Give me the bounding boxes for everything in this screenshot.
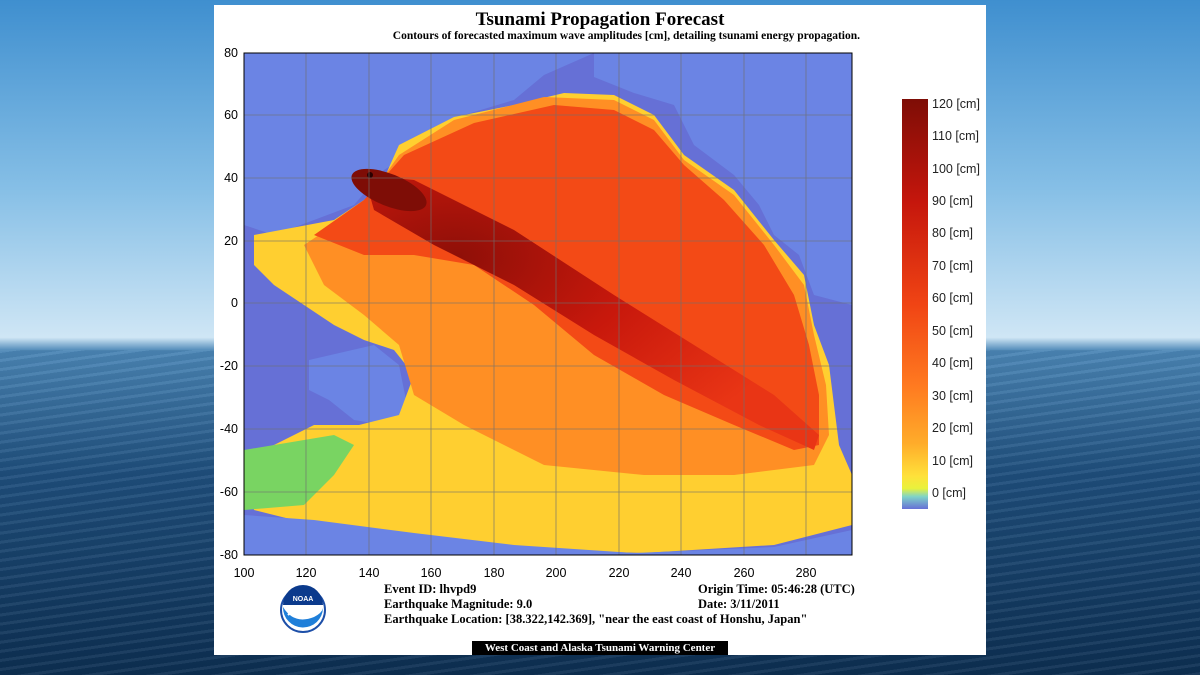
forecast-panel: Tsunami Propagation Forecast Contours of…	[214, 5, 986, 655]
y-tick-80: 80	[224, 46, 238, 60]
antarctica-land	[244, 515, 852, 555]
x-tick-120: 120	[296, 566, 317, 580]
epicenter-marker	[367, 172, 373, 178]
colorbar-label-10: 10 [cm]	[932, 454, 973, 468]
y-tick-0: 0	[231, 296, 238, 310]
noaa-logo-text: NOAA	[293, 596, 314, 603]
x-tick-240: 240	[671, 566, 692, 580]
colorbar-label-80: 80 [cm]	[932, 226, 973, 240]
y-tick-20: 20	[224, 234, 238, 248]
y-tick-minus60: -60	[220, 485, 238, 499]
north-america-land	[594, 53, 852, 305]
colorbar-label-70: 70 [cm]	[932, 259, 973, 273]
x-tick-260: 260	[734, 566, 755, 580]
y-tick-60: 60	[224, 108, 238, 122]
colorbar-label-0: 0 [cm]	[932, 486, 966, 500]
y-tick-40: 40	[224, 171, 238, 185]
southern-ocean-low-zone	[244, 435, 354, 510]
colorbar-label-50: 50 [cm]	[932, 324, 973, 338]
y-tick-minus20: -20	[220, 359, 238, 373]
colorbar	[902, 99, 928, 509]
colorbar-label-30: 30 [cm]	[932, 389, 973, 403]
event-id: Event ID: lhvpd9	[384, 582, 477, 596]
map-subtitle: Contours of forecasted maximum wave ampl…	[392, 30, 860, 42]
y-tick-minus40: -40	[220, 422, 238, 436]
x-tick-160: 160	[421, 566, 442, 580]
noaa-logo: NOAA	[280, 585, 326, 633]
colorbar-label-100: 100 [cm]	[932, 162, 980, 176]
plot-frame	[243, 52, 853, 556]
colorbar-label-90: 90 [cm]	[932, 194, 973, 208]
earthquake-magnitude: Earthquake Magnitude: 9.0	[384, 597, 533, 611]
colorbar-label-20: 20 [cm]	[932, 421, 973, 435]
plot-area	[244, 53, 852, 555]
x-tick-280: 280	[796, 566, 817, 580]
event-date: Date: 3/11/2011	[698, 597, 780, 611]
y-tick-minus80: -80	[220, 548, 238, 562]
colorbar-labels: 120 [cm] 110 [cm] 100 [cm] 90 [cm] 80 [c…	[932, 97, 980, 500]
colorbar-label-40: 40 [cm]	[932, 356, 973, 370]
x-tick-200: 200	[546, 566, 567, 580]
main-energy-beam	[364, 175, 819, 450]
y-axis-ticks: 80 60 40 20 0 -20 -40 -60 -80	[220, 46, 238, 562]
earthquake-location: Earthquake Location: [38.322,142.369], "…	[384, 612, 808, 626]
x-tick-180: 180	[484, 566, 505, 580]
peak-amplitude-zone	[351, 168, 427, 212]
agency-footer: West Coast and Alaska Tsunami Warning Ce…	[472, 641, 728, 655]
origin-time: Origin Time: 05:46:28 (UTC)	[698, 582, 855, 596]
map-title: Tsunami Propagation Forecast	[475, 9, 725, 30]
x-tick-220: 220	[609, 566, 630, 580]
tsunami-map: 100 120 140 160 180 200 220 240 260 280 …	[220, 46, 980, 633]
x-tick-100: 100	[234, 566, 255, 580]
x-axis-ticks: 100 120 140 160 180 200 220 240 260 280	[234, 566, 817, 580]
x-tick-140: 140	[359, 566, 380, 580]
colorbar-label-60: 60 [cm]	[932, 291, 973, 305]
australia-land	[309, 345, 409, 425]
colorbar-label-120: 120 [cm]	[932, 97, 980, 111]
colorbar-label-110: 110 [cm]	[932, 129, 979, 143]
grid-lines	[244, 53, 852, 555]
